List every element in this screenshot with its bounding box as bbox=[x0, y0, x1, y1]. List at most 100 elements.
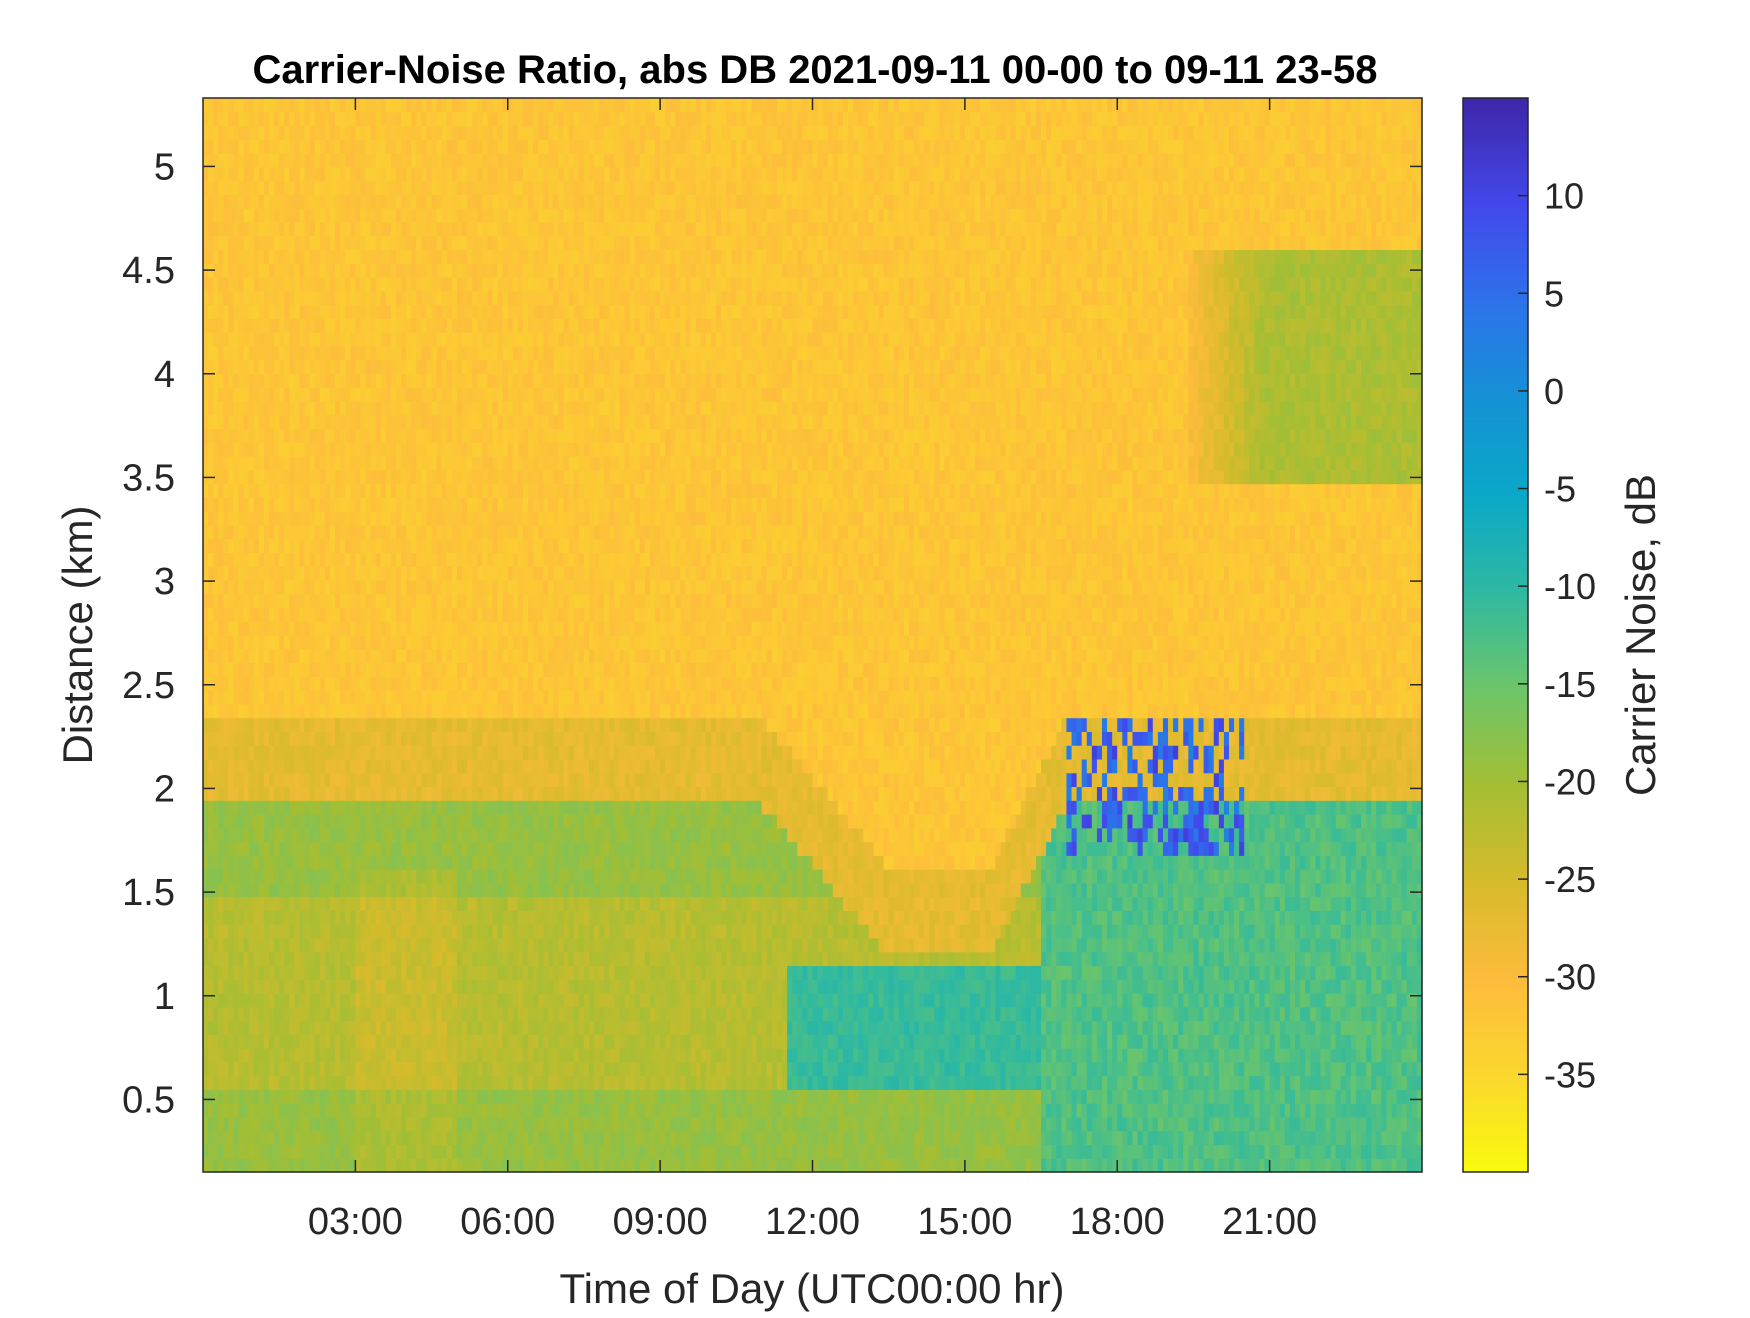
heatmap-cell bbox=[218, 125, 224, 140]
heatmap-cell bbox=[436, 1158, 443, 1173]
heatmap-cell bbox=[304, 428, 311, 443]
heatmap-cell bbox=[340, 249, 346, 264]
heatmap-cell bbox=[426, 621, 433, 636]
heatmap-cell bbox=[340, 414, 346, 430]
heatmap-cell bbox=[274, 249, 280, 264]
heatmap-cell bbox=[263, 414, 270, 430]
heatmap-cell bbox=[462, 483, 468, 498]
heatmap-cell bbox=[456, 318, 463, 333]
heatmap-cell bbox=[309, 359, 316, 374]
heatmap-cell bbox=[304, 442, 311, 457]
heatmap-cell bbox=[482, 400, 489, 416]
heatmap-cell bbox=[421, 235, 428, 251]
heatmap-cell bbox=[497, 676, 504, 691]
heatmap-cell bbox=[223, 800, 229, 815]
heatmap-cell bbox=[309, 442, 316, 457]
heatmap-cell bbox=[385, 690, 392, 705]
heatmap-cell bbox=[269, 869, 275, 884]
heatmap-cell bbox=[289, 208, 296, 223]
heatmap-cell bbox=[279, 662, 285, 677]
heatmap-cell bbox=[522, 717, 529, 732]
heatmap-cell bbox=[223, 979, 229, 994]
heatmap-cell bbox=[340, 552, 346, 567]
heatmap-cell bbox=[401, 1075, 407, 1090]
heatmap-cell bbox=[472, 373, 478, 388]
heatmap-cell bbox=[243, 469, 250, 485]
heatmap-cell bbox=[269, 414, 275, 430]
heatmap-cell bbox=[279, 1116, 285, 1132]
heatmap-cell bbox=[497, 277, 504, 292]
heatmap-cell bbox=[431, 635, 438, 650]
heatmap-cell bbox=[517, 1103, 524, 1118]
heatmap-cell bbox=[223, 456, 229, 471]
heatmap-cell bbox=[446, 125, 453, 140]
heatmap-cell bbox=[324, 621, 331, 636]
heatmap-cell bbox=[436, 304, 443, 319]
heatmap-cell bbox=[502, 1061, 509, 1077]
heatmap-cell bbox=[385, 910, 392, 925]
heatmap-cell bbox=[299, 235, 306, 251]
heatmap-cell bbox=[360, 221, 367, 237]
heatmap-cell bbox=[213, 1048, 219, 1063]
heatmap-cell bbox=[482, 387, 489, 402]
heatmap-cell bbox=[436, 111, 443, 127]
heatmap-cell bbox=[208, 676, 214, 691]
heatmap-cell bbox=[360, 194, 367, 209]
heatmap-cell bbox=[294, 249, 301, 264]
heatmap-cell bbox=[274, 731, 280, 746]
heatmap-cell bbox=[335, 951, 341, 967]
heatmap-cell bbox=[390, 621, 397, 636]
heatmap-cell bbox=[253, 1089, 260, 1104]
heatmap-cell bbox=[274, 125, 280, 140]
heatmap-cell bbox=[421, 208, 428, 223]
heatmap-cell bbox=[269, 483, 275, 498]
heatmap-cell bbox=[451, 166, 458, 182]
heatmap-cell bbox=[497, 758, 504, 774]
heatmap-cell bbox=[269, 1103, 275, 1118]
heatmap-cell bbox=[360, 400, 367, 416]
heatmap-cell bbox=[263, 373, 270, 388]
heatmap-cell bbox=[431, 676, 438, 691]
heatmap-cell bbox=[208, 1020, 214, 1035]
heatmap-cell bbox=[329, 924, 336, 939]
heatmap-cell bbox=[456, 483, 463, 498]
heatmap-cell bbox=[502, 277, 509, 292]
heatmap-cell bbox=[218, 180, 224, 195]
heatmap-cell bbox=[304, 621, 311, 636]
heatmap-cell bbox=[411, 910, 417, 925]
heatmap-cell bbox=[335, 263, 341, 278]
heatmap-cell bbox=[279, 208, 285, 223]
heatmap-cell bbox=[507, 1075, 514, 1090]
heatmap-cell bbox=[426, 814, 433, 829]
heatmap-cell bbox=[380, 579, 387, 595]
heatmap-cell bbox=[279, 221, 285, 237]
heatmap-cell bbox=[370, 318, 377, 333]
heatmap-cell bbox=[263, 249, 270, 264]
heatmap-cell bbox=[462, 965, 468, 980]
heatmap-cell bbox=[411, 703, 417, 719]
heatmap-cell bbox=[370, 676, 377, 691]
heatmap-cell bbox=[294, 469, 301, 485]
heatmap-cell bbox=[370, 98, 377, 113]
heatmap-cell bbox=[472, 456, 478, 471]
heatmap-cell bbox=[487, 676, 494, 691]
heatmap-cell bbox=[319, 690, 326, 705]
heatmap-cell bbox=[238, 772, 245, 788]
heatmap-cell bbox=[329, 1048, 336, 1063]
heatmap-cell bbox=[411, 1061, 417, 1077]
heatmap-cell bbox=[477, 1144, 483, 1159]
heatmap-cell bbox=[456, 910, 463, 925]
heatmap-cell bbox=[522, 332, 529, 347]
heatmap-cell bbox=[385, 800, 392, 815]
heatmap-cell bbox=[416, 497, 423, 512]
heatmap-cell bbox=[284, 910, 290, 925]
heatmap-cell bbox=[213, 538, 219, 553]
heatmap-cell bbox=[416, 593, 423, 609]
heatmap-cell bbox=[335, 139, 341, 154]
heatmap-cell bbox=[228, 290, 235, 306]
heatmap-cell bbox=[380, 414, 387, 430]
heatmap-cell bbox=[228, 951, 235, 967]
heatmap-cell bbox=[462, 442, 468, 457]
heatmap-cell bbox=[274, 1130, 280, 1146]
heatmap-cell bbox=[223, 290, 229, 306]
